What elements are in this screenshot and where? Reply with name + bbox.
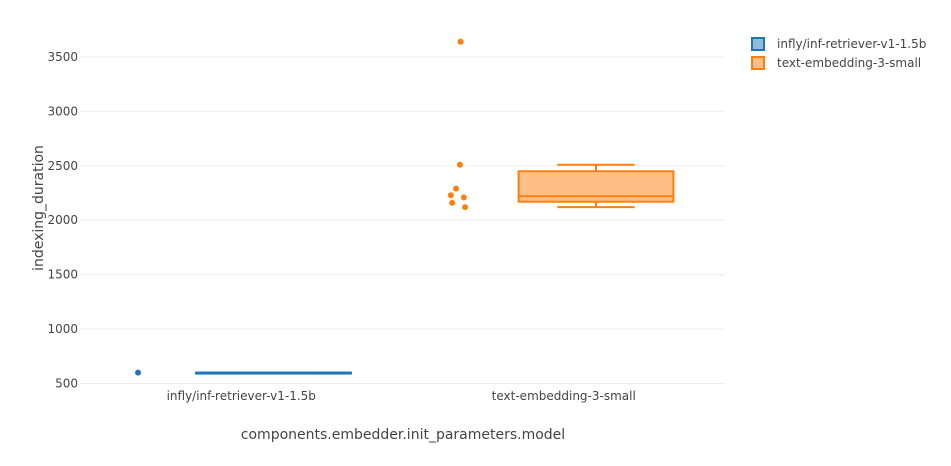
legend-swatch (751, 56, 765, 70)
plot-marks (135, 38, 675, 376)
x-tick-label: infly/inf-retriever-v1-1.5b (167, 389, 316, 403)
data-point (135, 369, 142, 376)
x-axis-ticks: infly/inf-retriever-v1-1.5b text-embeddin… (167, 389, 636, 403)
y-tick-label: 1000 (47, 322, 78, 336)
legend[interactable]: infly/inf-retriever-v1-1.5b text-embeddin… (751, 37, 926, 70)
legend-label: infly/inf-retriever-v1-1.5b (777, 37, 926, 51)
legend-item-0[interactable]: infly/inf-retriever-v1-1.5b (751, 37, 926, 51)
data-point (449, 199, 456, 206)
legend-item-1[interactable]: text-embedding-3-small (751, 56, 921, 70)
data-point (456, 161, 463, 168)
legend-swatch (751, 37, 765, 51)
legend-label: text-embedding-3-small (777, 56, 921, 70)
y-tick-label: 3000 (47, 104, 78, 118)
y-tick-label: 1500 (47, 268, 78, 282)
y-tick-label: 2000 (47, 213, 78, 227)
y-tick-label: 500 (55, 376, 78, 390)
data-point (460, 194, 467, 201)
y-axis-title: indexing_duration (31, 145, 47, 271)
x-axis-title: components.embedder.init_parameters.mode… (241, 427, 565, 443)
data-point (453, 185, 460, 192)
box-series-0 (135, 369, 352, 376)
y-tick-label: 3500 (47, 50, 78, 64)
x-tick-label: text-embedding-3-small (492, 389, 636, 403)
box-series-1 (447, 38, 675, 211)
data-point (447, 192, 454, 199)
gridlines (80, 56, 725, 384)
data-point (462, 204, 469, 211)
data-point (457, 38, 464, 45)
y-tick-label: 2500 (47, 159, 78, 173)
y-axis-ticks: 500 1000 1500 2000 2500 3000 3500 (47, 50, 78, 390)
